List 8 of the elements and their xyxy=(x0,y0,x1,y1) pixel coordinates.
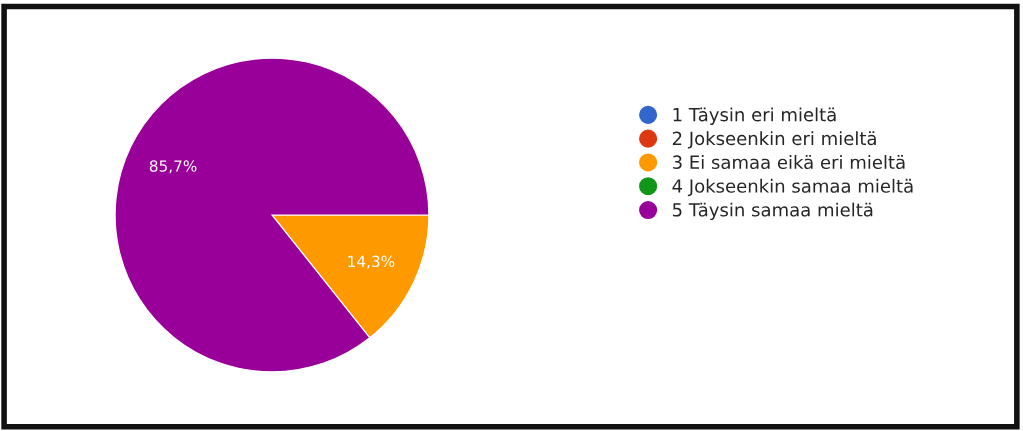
legend-label: 5 Täysin samaa mieltä xyxy=(672,202,873,221)
legend-label: 4 Jokseenkin samaa mieltä xyxy=(672,178,913,197)
data-label: 14,3% xyxy=(348,255,395,269)
pie-slice xyxy=(114,57,430,373)
legend-label: 3 Ei samaa eikä eri mieltä xyxy=(672,155,905,170)
data-label: 85,7% xyxy=(149,160,197,174)
legend-label: 2 Jokseenkin eri mieltä xyxy=(672,131,876,149)
legend-label: 1 Täysin eri mieltä xyxy=(673,107,836,125)
